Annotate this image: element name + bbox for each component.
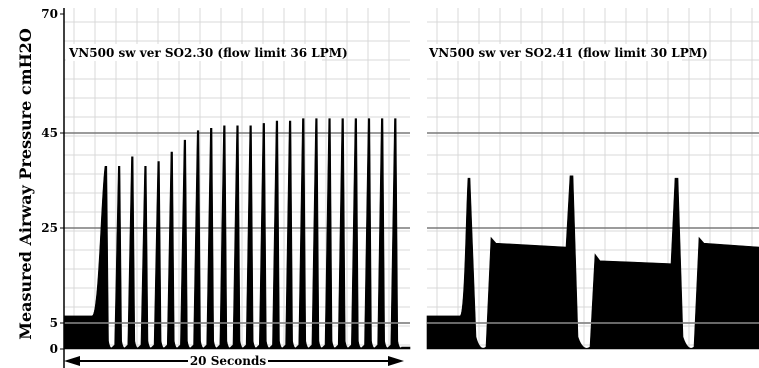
panel-2-title: VN500 sw ver SO2.41 (flow limit 30 LPM) — [428, 46, 708, 60]
panel-gap — [410, 0, 427, 368]
grid-layer — [64, 0, 759, 368]
y-tick-label-45: 45 — [41, 126, 58, 140]
y-axis-label: Measured Airway Pressure cmH2O — [16, 28, 35, 340]
panel-2-pressure-trace — [426, 175, 759, 350]
y-tick-label-5: 5 — [50, 316, 58, 330]
axis-layer: 0 5 25 45 70 — [41, 7, 759, 368]
y-tick-label-70: 70 — [41, 7, 58, 21]
duration-indicator: 20 Seconds — [64, 353, 404, 368]
panel-1-title-box: VN500 sw ver SO2.30 (flow limit 36 LPM) — [66, 44, 348, 61]
panel-1-pressure-trace — [63, 118, 411, 350]
panel-1-title: VN500 sw ver SO2.30 (flow limit 36 LPM) — [68, 46, 348, 60]
panel-2-title-box: VN500 sw ver SO2.41 (flow limit 30 LPM) — [426, 44, 708, 61]
y-tick-label-0: 0 — [50, 342, 58, 356]
trace-layer — [63, 118, 759, 350]
y-tick-label-25: 25 — [41, 221, 58, 235]
duration-label: 20 Seconds — [190, 354, 267, 368]
